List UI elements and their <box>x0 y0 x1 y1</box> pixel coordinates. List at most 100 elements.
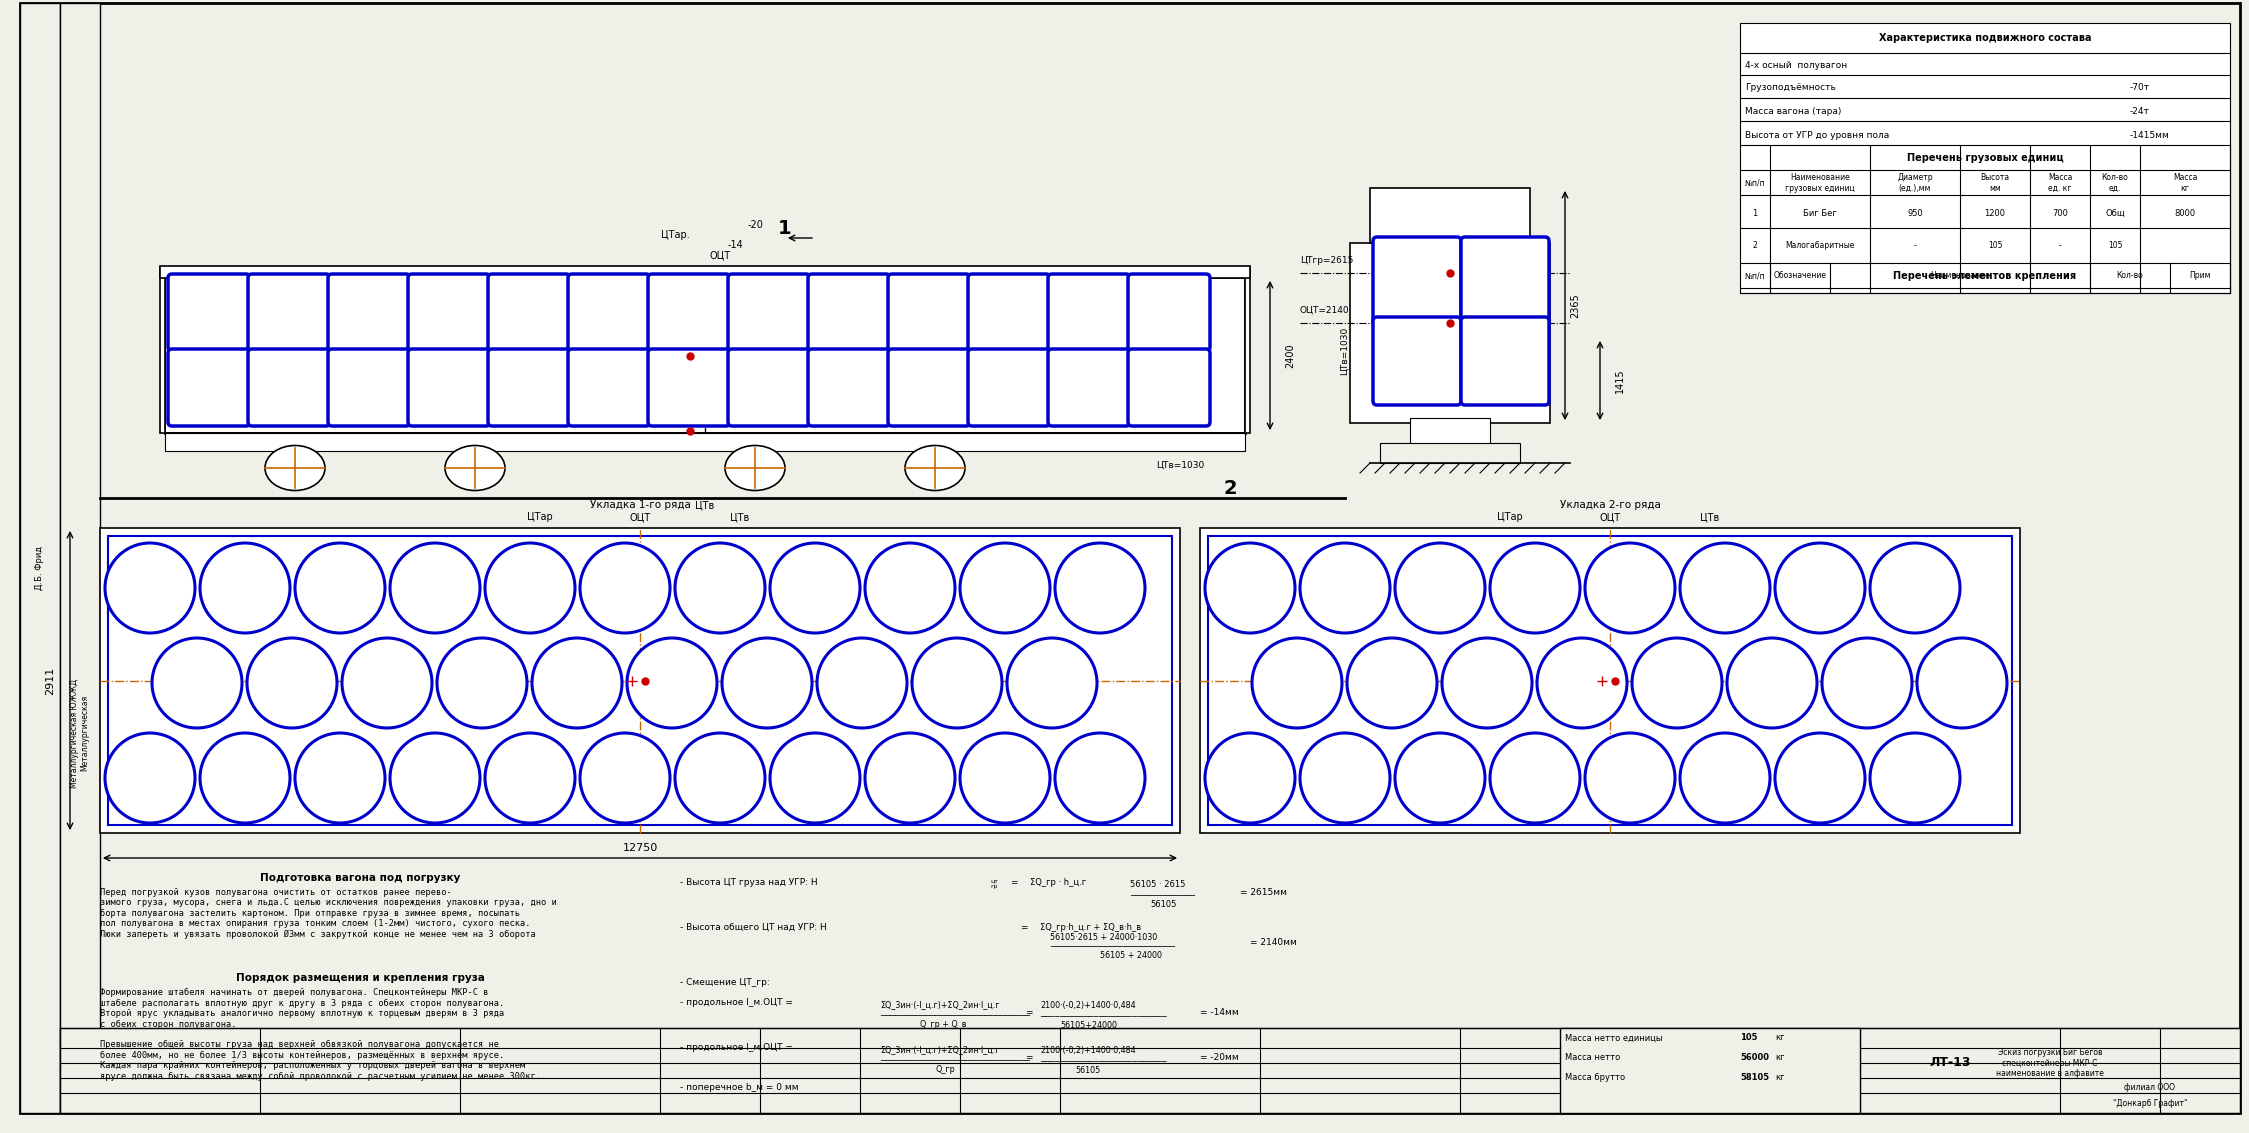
Text: 2911: 2911 <box>45 667 54 696</box>
Text: 105: 105 <box>2107 241 2123 250</box>
Text: 56000: 56000 <box>1741 1054 1770 1063</box>
Bar <box>61 1028 2240 1113</box>
Circle shape <box>1633 638 1723 729</box>
Text: ──────────────────────────: ────────────────────────── <box>1039 1011 1167 1020</box>
FancyBboxPatch shape <box>888 349 969 426</box>
FancyBboxPatch shape <box>807 274 891 351</box>
Circle shape <box>1680 733 1770 823</box>
FancyBboxPatch shape <box>807 349 891 426</box>
Text: ──────────────────────────────: ────────────────────────────── <box>879 1055 1030 1064</box>
Text: - Высота общего ЦТ над УГР: Н: - Высота общего ЦТ над УГР: Н <box>679 923 828 932</box>
Text: ОЦТ=2140: ОЦТ=2140 <box>1300 306 1349 315</box>
Text: Масса нетто: Масса нетто <box>1565 1054 1619 1063</box>
Text: кг: кг <box>1774 1033 1783 1042</box>
Text: Перечень грузовых единиц: Перечень грузовых единиц <box>1907 153 2062 163</box>
FancyBboxPatch shape <box>407 349 490 426</box>
Bar <box>164 433 1246 451</box>
Text: 950: 950 <box>1907 208 1923 218</box>
Text: Укладка 2-го ряда: Укладка 2-го ряда <box>1559 500 1660 510</box>
Text: 56105+24000: 56105+24000 <box>1059 1021 1118 1030</box>
FancyBboxPatch shape <box>729 274 810 351</box>
Text: ЦТв: ЦТв <box>695 500 715 510</box>
Text: цт
гр: цт гр <box>990 878 999 888</box>
Text: =: = <box>1010 878 1017 887</box>
Text: 56105: 56105 <box>1075 1066 1100 1075</box>
Text: Q_гр + Q_в: Q_гр + Q_в <box>920 1020 967 1029</box>
Text: ЦТар.: ЦТар. <box>661 230 690 240</box>
Text: Кол-во
ед.: Кол-во ед. <box>2101 173 2128 193</box>
FancyBboxPatch shape <box>648 349 731 426</box>
Bar <box>160 266 1250 278</box>
Text: Прим: Прим <box>2188 272 2211 281</box>
Text: - Смещение ЦТ_гр:: - Смещение ЦТ_гр: <box>679 978 769 987</box>
Circle shape <box>627 638 717 729</box>
FancyBboxPatch shape <box>488 349 569 426</box>
Ellipse shape <box>904 445 965 491</box>
FancyBboxPatch shape <box>967 349 1050 426</box>
FancyBboxPatch shape <box>1372 237 1462 325</box>
Circle shape <box>866 733 956 823</box>
Text: ОЦТ: ОЦТ <box>1599 512 1622 522</box>
FancyBboxPatch shape <box>328 274 409 351</box>
Text: Масса вагона (тара): Масса вагона (тара) <box>1745 107 1842 116</box>
Circle shape <box>1394 543 1484 633</box>
Circle shape <box>486 733 576 823</box>
Circle shape <box>675 543 765 633</box>
Circle shape <box>1253 638 1343 729</box>
Circle shape <box>1774 733 1864 823</box>
Circle shape <box>1347 638 1437 729</box>
Ellipse shape <box>445 445 506 491</box>
FancyBboxPatch shape <box>328 349 409 426</box>
Circle shape <box>106 733 196 823</box>
Text: Q_гр: Q_гр <box>936 1065 956 1074</box>
Text: Масса
кг: Масса кг <box>2173 173 2197 193</box>
Text: = -14мм: = -14мм <box>1201 1008 1239 1017</box>
Text: кг: кг <box>1774 1073 1783 1082</box>
Text: Характеристика подвижного состава: Характеристика подвижного состава <box>1878 33 2092 43</box>
Text: ЦТв: ЦТв <box>731 512 749 522</box>
Bar <box>1370 188 1529 242</box>
Text: Формирование штабеля начинать от дверей полувагона. Спецконтейнеры МКР-С в
штабе: Формирование штабеля начинать от дверей … <box>99 988 547 1081</box>
Ellipse shape <box>724 445 785 491</box>
Text: Высота
мм: Высота мм <box>1981 173 2011 193</box>
Text: Наименование: Наименование <box>1930 272 1990 281</box>
Bar <box>61 3 99 1113</box>
Bar <box>20 3 61 1113</box>
Bar <box>1561 1028 1860 1113</box>
Bar <box>1208 536 2013 825</box>
Circle shape <box>436 638 526 729</box>
Text: =: = <box>1026 1053 1032 1062</box>
Bar <box>99 528 1181 833</box>
Bar <box>108 536 1172 825</box>
Bar <box>1410 418 1491 453</box>
Text: 105: 105 <box>1741 1033 1756 1042</box>
Circle shape <box>1491 733 1581 823</box>
Text: 2100·(-0,2)+1400·0,484: 2100·(-0,2)+1400·0,484 <box>1039 1046 1136 1055</box>
Text: ΣQ_гр · h_ц.г: ΣQ_гр · h_ц.г <box>1030 878 1086 887</box>
Circle shape <box>1205 733 1295 823</box>
Circle shape <box>533 638 623 729</box>
Text: 1415: 1415 <box>1615 368 1626 393</box>
Text: Грузоподъёмность: Грузоподъёмность <box>1745 84 1835 93</box>
Text: Малогабаритные: Малогабаритные <box>1786 241 1855 250</box>
Text: - продольное l_м.ОЦТ =: - продольное l_м.ОЦТ = <box>679 1043 794 1053</box>
Text: "Донкарб Графит": "Донкарб Графит" <box>2112 1099 2188 1107</box>
Text: 56105·2615 + 24000·1030: 56105·2615 + 24000·1030 <box>1050 932 1158 942</box>
Text: 56105 · 2615: 56105 · 2615 <box>1129 880 1185 889</box>
FancyBboxPatch shape <box>169 349 250 426</box>
Text: -1415мм: -1415мм <box>2130 130 2170 139</box>
Text: Перечень элементов крепления: Перечень элементов крепления <box>1894 271 2076 281</box>
Text: ΣQ_3ин·(-l_ц.г)+ΣQ_2ин·l_ц.г: ΣQ_3ин·(-l_ц.г)+ΣQ_2ин·l_ц.г <box>879 1045 999 1054</box>
Text: 2: 2 <box>1223 478 1237 497</box>
Circle shape <box>960 733 1050 823</box>
FancyBboxPatch shape <box>1048 349 1129 426</box>
Text: -24т: -24т <box>2130 107 2150 116</box>
Text: №п/п: №п/п <box>1745 272 1765 281</box>
Text: ЦТв=1030: ЦТв=1030 <box>1156 461 1203 470</box>
FancyBboxPatch shape <box>648 274 731 351</box>
FancyBboxPatch shape <box>1462 317 1550 404</box>
Circle shape <box>106 543 196 633</box>
Circle shape <box>1586 543 1676 633</box>
FancyBboxPatch shape <box>569 274 650 351</box>
Text: -: - <box>2058 241 2062 250</box>
